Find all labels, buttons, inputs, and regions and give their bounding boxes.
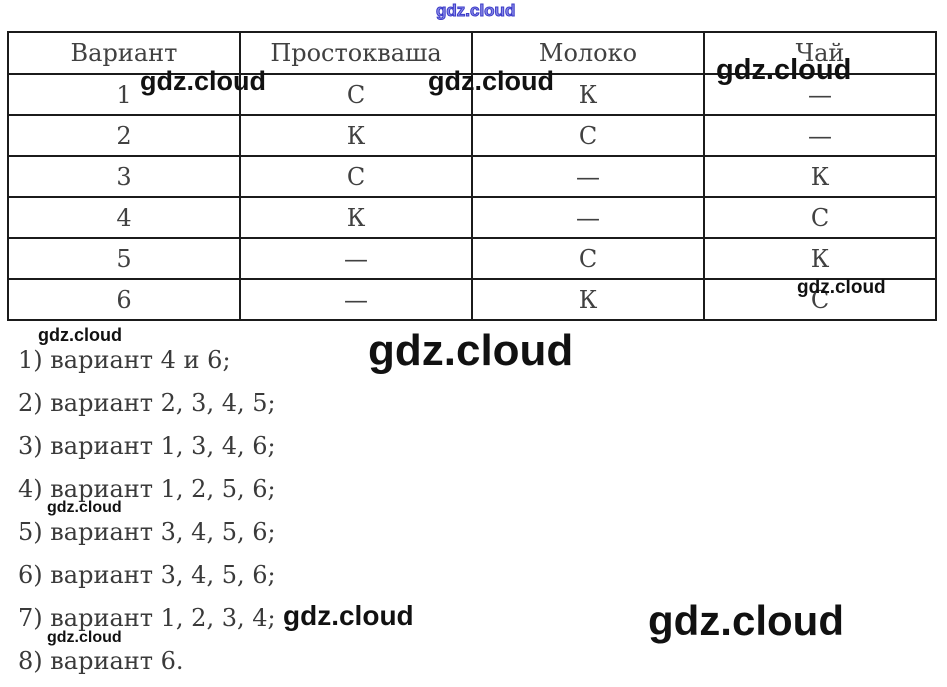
watermark-top: gdz.cloud: [435, 1, 516, 20]
table-cell: 4: [7, 196, 241, 239]
table-cell: К: [471, 73, 705, 116]
answer-item-5: 5) вариант 3, 4, 5, 6;: [18, 518, 276, 546]
table-cell: С: [703, 196, 937, 239]
table-cell: К: [703, 237, 937, 280]
answer-item-4: 4) вариант 1, 2, 5, 6;: [18, 475, 276, 503]
answers-list: 1) вариант 4 и 6; 2) вариант 2, 3, 4, 5;…: [18, 339, 276, 683]
table-cell: К: [703, 155, 937, 198]
answer-item-3: 3) вариант 1, 3, 4, 6;: [18, 432, 276, 460]
table-cell: 5: [7, 237, 241, 280]
column-header-moloko: Молоко: [471, 31, 705, 75]
table-cell: К: [239, 114, 473, 157]
table-cell: 3: [7, 155, 241, 198]
answer-item-2: 2) вариант 2, 3, 4, 5;: [18, 389, 276, 417]
answer-item-8: 8) вариант 6.: [18, 647, 184, 675]
table-cell: 6: [7, 278, 241, 321]
table-row: 1 С К —: [7, 73, 937, 116]
table-row: 2 К С —: [7, 114, 937, 157]
table-cell: —: [471, 196, 705, 239]
table-header-row: Вариант Простокваша Молоко Чай: [7, 31, 937, 75]
answer-item-6: 6) вариант 3, 4, 5, 6;: [18, 561, 276, 589]
answer-item-1: 1) вариант 4 и 6;: [18, 346, 231, 374]
table-cell: С: [703, 278, 937, 321]
table-cell: —: [703, 73, 937, 116]
column-header-prostokvasha: Простокваша: [239, 31, 473, 75]
table-cell: —: [239, 278, 473, 321]
column-header-variant: Вариант: [7, 31, 241, 75]
table-cell: С: [239, 73, 473, 116]
table-cell: 1: [7, 73, 241, 116]
watermark: gdz.cloud: [283, 600, 414, 631]
table-row: 6 — К С: [7, 278, 937, 321]
table-cell: —: [239, 237, 473, 280]
table-cell: С: [471, 114, 705, 157]
variants-table: Вариант Простокваша Молоко Чай 1 С К — 2…: [7, 31, 937, 321]
table-cell: С: [239, 155, 473, 198]
table-row: 3 С — К: [7, 155, 937, 198]
table-cell: —: [703, 114, 937, 157]
answer-item-7: 7) вариант 1, 2, 3, 4;: [18, 604, 276, 632]
column-header-chai: Чай: [703, 31, 937, 75]
table-cell: 2: [7, 114, 241, 157]
table-cell: —: [471, 155, 705, 198]
table-cell: К: [239, 196, 473, 239]
table-row: 4 К — С: [7, 196, 937, 239]
table-cell: К: [471, 278, 705, 321]
watermark: gdz.cloud: [648, 597, 844, 644]
table-row: 5 — С К: [7, 237, 937, 280]
table-cell: С: [471, 237, 705, 280]
watermark: gdz.cloud: [368, 326, 574, 375]
